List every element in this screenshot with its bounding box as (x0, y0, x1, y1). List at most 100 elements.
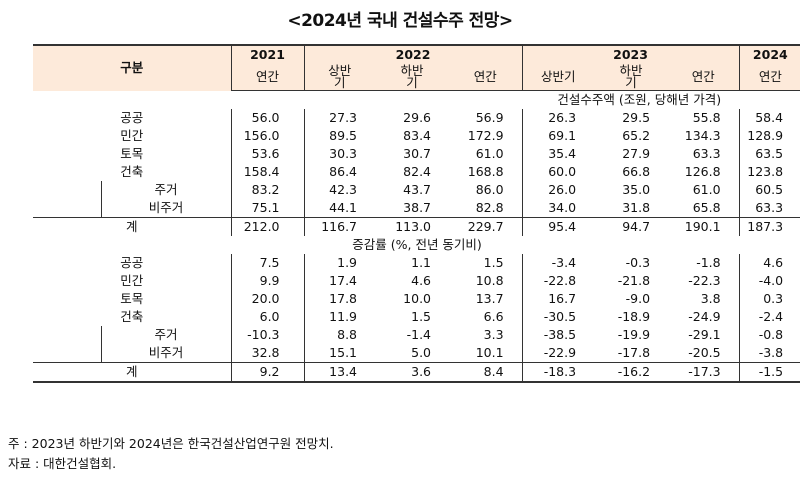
table-title: <2024년 국내 건설수주 전망> (287, 11, 513, 31)
value-cell: 113.0 (375, 217, 450, 236)
value-cell: 4.6 (738, 254, 800, 272)
value-cell: 168.8 (467, 164, 504, 179)
value-cell: 65.8 (692, 200, 721, 215)
value-cell: -2.4 (738, 308, 800, 326)
value-cell: 44.1 (303, 199, 376, 218)
value-cell: 1.9 (303, 254, 376, 272)
table-row: 민간 156.0 89.5 83.4 172.9 69.1 65.2 134.3 128.9 (33, 127, 800, 145)
value-cell: 7.5 (230, 254, 305, 272)
value-cell: -22.3 (688, 273, 721, 288)
value-cell: 10.8 (475, 273, 504, 288)
value-cell: 55.8 (692, 110, 721, 125)
value-cell: 17.8 (303, 290, 376, 308)
value-cell: -17.8 (617, 345, 651, 360)
value-cell: 1.1 (411, 255, 432, 270)
header-sub-2024-annual: 연간 (738, 64, 800, 91)
value-cell: -21.8 (617, 273, 651, 288)
section2-header: 증감률 (%, 전년 동기비) (352, 237, 482, 252)
value-cell: 86.0 (475, 182, 504, 197)
value-cell: 82.4 (403, 164, 432, 179)
value-cell: 3.6 (375, 362, 450, 383)
value-cell: 38.7 (403, 200, 432, 215)
value-cell: 26.3 (521, 109, 595, 127)
header-sub-2021-annual: 연간 (230, 64, 305, 91)
value-cell: 20.0 (230, 290, 305, 308)
value-cell: 83.2 (230, 181, 305, 199)
value-cell: 82.8 (475, 200, 504, 215)
value-cell: -9.0 (625, 291, 651, 306)
header-category: 구분 (33, 44, 232, 91)
value-cell: 6.0 (230, 308, 305, 326)
value-cell: -30.5 (521, 308, 595, 326)
value-cell: 61.0 (692, 182, 721, 197)
value-cell: 35.0 (622, 182, 651, 197)
row-label: 주거 (100, 326, 232, 344)
table-row: 공공 56.0 27.3 29.6 56.9 26.3 29.5 55.8 58.4 (33, 109, 800, 127)
value-cell: 30.7 (403, 146, 432, 161)
value-cell: -0.3 (625, 255, 651, 270)
value-cell: 8.8 (303, 326, 376, 344)
value-cell: -1.8 (696, 255, 721, 270)
footnote-data-source: 자료 : 대한건설협회. (8, 456, 117, 471)
value-cell: 116.7 (303, 217, 376, 236)
value-cell: 172.9 (467, 128, 504, 143)
row-label: 공공 (120, 110, 144, 125)
value-cell: 17.4 (303, 272, 376, 290)
value-cell: 9.9 (230, 272, 305, 290)
table-row: 토목 20.0 17.8 10.0 13.7 16.7 -9.0 3.8 0.3 (33, 290, 800, 308)
value-cell: 3.8 (700, 291, 721, 306)
value-cell: -18.3 (521, 362, 595, 383)
value-cell: 4.6 (411, 273, 432, 288)
table-row: 민간 9.9 17.4 4.6 10.8 -22.8 -21.8 -22.3 -4.0 (33, 272, 800, 290)
value-cell: 30.3 (303, 145, 376, 163)
header-sub-2022-annual: 연간 (449, 64, 523, 91)
row-label: 비주거 (100, 199, 232, 218)
value-cell: 156.0 (230, 127, 305, 145)
indent-cell (33, 181, 101, 199)
indent-cell (33, 326, 101, 344)
value-cell: 27.3 (303, 109, 376, 127)
value-cell: -4.0 (738, 272, 800, 290)
table-row: 주거 -10.3 8.8 -1.4 3.3 -38.5 -19.9 -29.1 -0.8 (33, 326, 800, 344)
value-cell: -22.9 (521, 344, 595, 363)
row-label: 공공 (120, 255, 144, 270)
value-cell: 63.3 (738, 199, 800, 218)
table-row: 건축 158.4 86.4 82.4 168.8 60.0 66.8 126.8 123.8 (33, 163, 800, 181)
value-cell: 35.4 (521, 145, 595, 163)
value-cell: 60.0 (521, 163, 595, 181)
value-cell: -18.9 (617, 309, 651, 324)
value-cell: 42.3 (303, 181, 376, 199)
value-cell: 212.0 (230, 217, 305, 236)
row-label: 계 (33, 217, 232, 236)
header-sub-2023-h2: 하반 기 (594, 64, 669, 91)
value-cell: 134.3 (684, 128, 721, 143)
value-cell: 126.8 (684, 164, 721, 179)
value-cell: 5.0 (411, 345, 432, 360)
value-cell: -17.3 (668, 362, 740, 383)
value-cell: -3.4 (521, 254, 595, 272)
header-year-2022: 2022 (303, 44, 523, 64)
value-cell: 31.8 (622, 200, 651, 215)
value-cell: -24.9 (688, 309, 721, 324)
header-year-2023: 2023 (521, 44, 740, 64)
header-year-2024: 2024 (738, 44, 800, 64)
value-cell: 190.1 (668, 217, 740, 236)
value-cell: 187.3 (738, 217, 800, 236)
section1-header: 건설수주액 (조원, 당해년 가격) (557, 92, 722, 107)
value-cell: 13.7 (475, 291, 504, 306)
value-cell: 123.8 (738, 163, 800, 181)
value-cell: 8.4 (449, 362, 523, 383)
value-cell: 69.1 (521, 127, 595, 145)
value-cell: 89.5 (303, 127, 376, 145)
value-cell: 1.5 (411, 309, 432, 324)
value-cell: 29.5 (622, 110, 651, 125)
row-label: 민간 (120, 273, 144, 288)
value-cell: 9.2 (230, 362, 305, 383)
value-cell: 63.3 (692, 146, 721, 161)
value-cell: 229.7 (449, 217, 523, 236)
value-cell: 61.0 (475, 146, 504, 161)
value-cell: 60.5 (738, 181, 800, 199)
value-cell: 158.4 (230, 163, 305, 181)
value-cell: 16.7 (521, 290, 595, 308)
row-label: 토목 (120, 291, 144, 306)
